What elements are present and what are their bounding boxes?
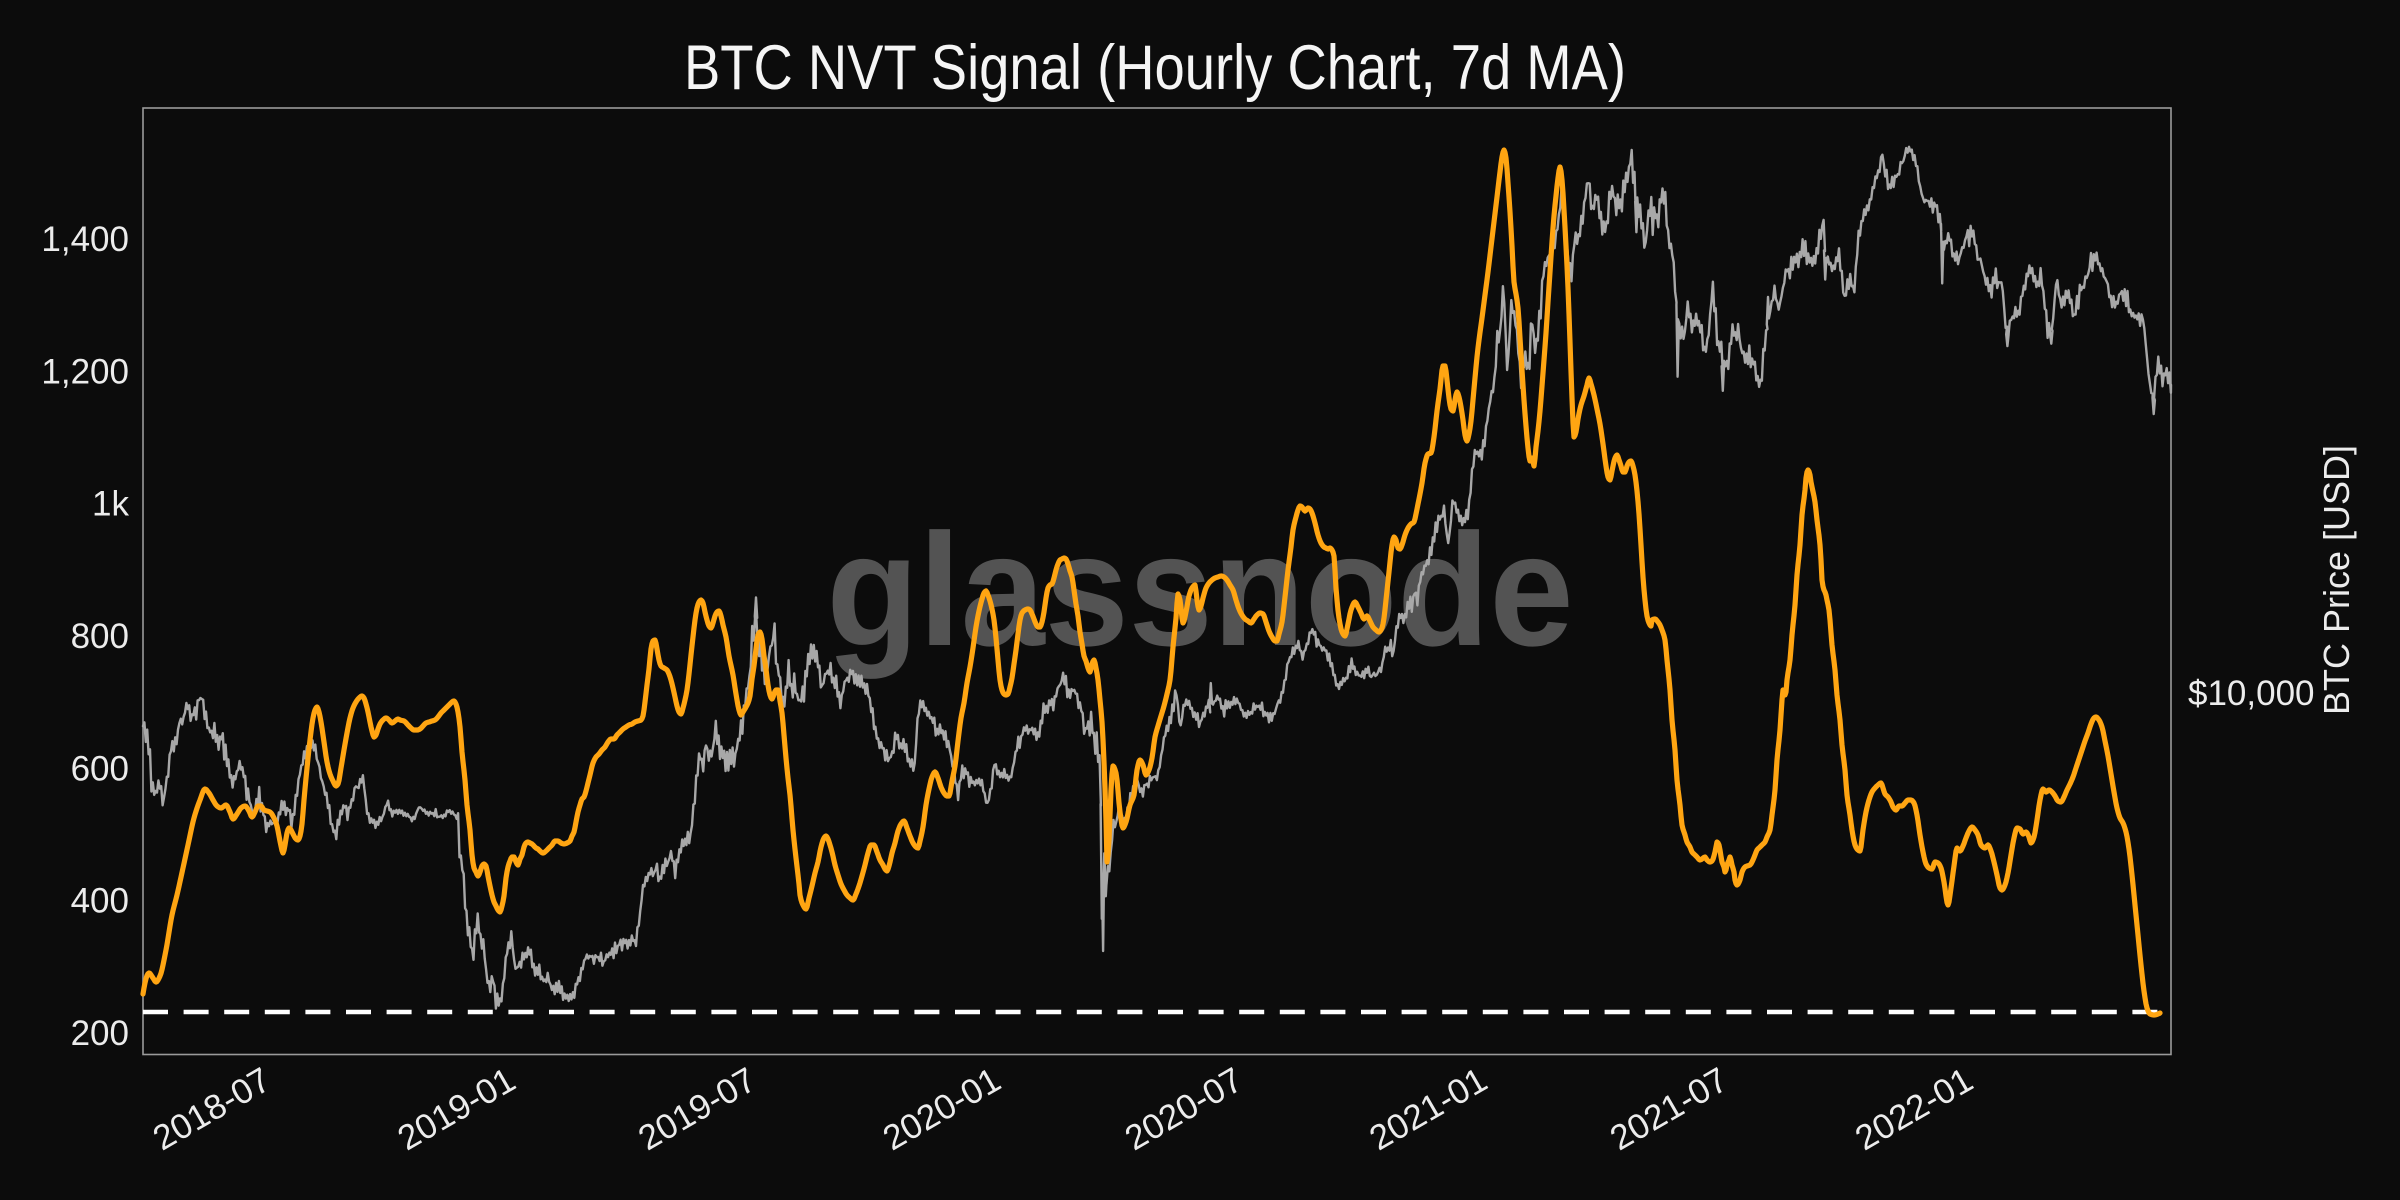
svg-text:800: 800 xyxy=(71,617,129,656)
svg-text:400: 400 xyxy=(71,882,129,921)
svg-text:glassnode: glassnode xyxy=(827,500,1574,679)
svg-text:1,200: 1,200 xyxy=(41,352,129,391)
svg-text:BTC NVT Signal (Hourly Chart,: BTC NVT Signal (Hourly Chart, 7d MA) xyxy=(684,33,1626,103)
svg-text:200: 200 xyxy=(71,1014,129,1053)
svg-text:BTC Price [USD]: BTC Price [USD] xyxy=(2316,445,2357,715)
svg-text:1k: 1k xyxy=(92,485,129,524)
svg-text:$10,000: $10,000 xyxy=(2188,674,2315,713)
svg-text:1,400: 1,400 xyxy=(41,220,129,259)
svg-text:600: 600 xyxy=(71,749,129,788)
